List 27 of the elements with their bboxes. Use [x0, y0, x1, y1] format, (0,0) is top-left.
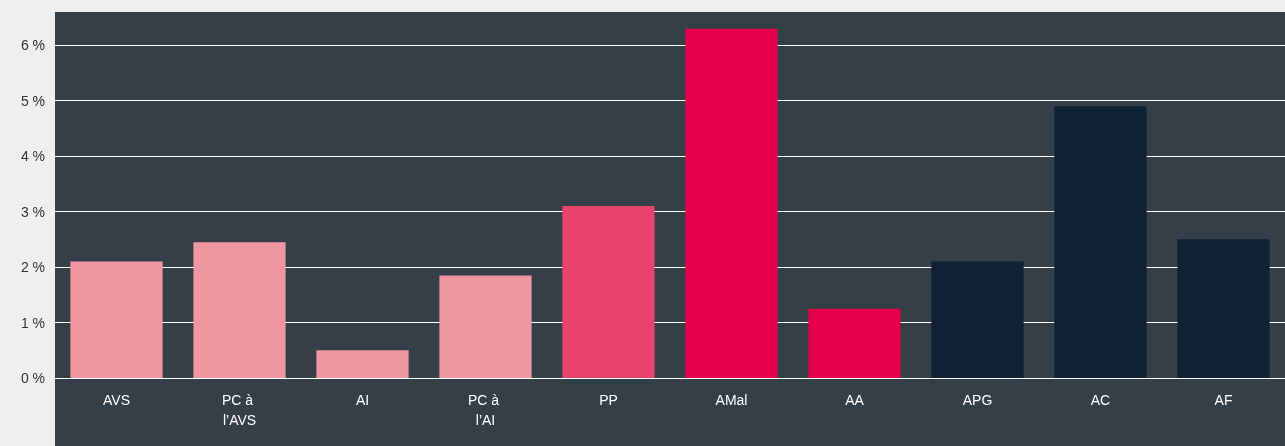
y-tick-label: 5 %: [20, 92, 45, 109]
bar: [439, 275, 532, 378]
x-tick-label: PC à l’AI: [467, 392, 504, 428]
bar: [193, 242, 286, 378]
bar: [931, 261, 1024, 378]
y-tick-label: 3 %: [20, 203, 45, 220]
x-tick-label: AF: [1214, 392, 1233, 408]
x-tick-label: PC à l’AVS: [221, 392, 258, 428]
bar: [562, 206, 655, 378]
bar: [316, 350, 409, 378]
y-tick-label: 1 %: [20, 314, 45, 331]
x-tick-label: APG: [962, 392, 993, 408]
bar: [1177, 239, 1270, 378]
y-tick-label: 4 %: [20, 148, 45, 165]
y-tick-label: 2 %: [20, 259, 45, 276]
x-tick-label: AI: [355, 392, 370, 408]
x-tick-label: AMal: [715, 392, 748, 408]
x-tick-label: AC: [1090, 392, 1111, 408]
bar: [1054, 106, 1147, 378]
bar: [70, 261, 163, 378]
bar: [808, 308, 901, 378]
bar: [685, 28, 778, 378]
x-tick-label: AA: [845, 392, 865, 408]
y-tick-label: 6 %: [20, 37, 45, 54]
x-tick-label: PP: [599, 392, 618, 408]
x-tick-label: AVS: [103, 392, 130, 408]
y-tick-label: 0 %: [20, 370, 45, 386]
